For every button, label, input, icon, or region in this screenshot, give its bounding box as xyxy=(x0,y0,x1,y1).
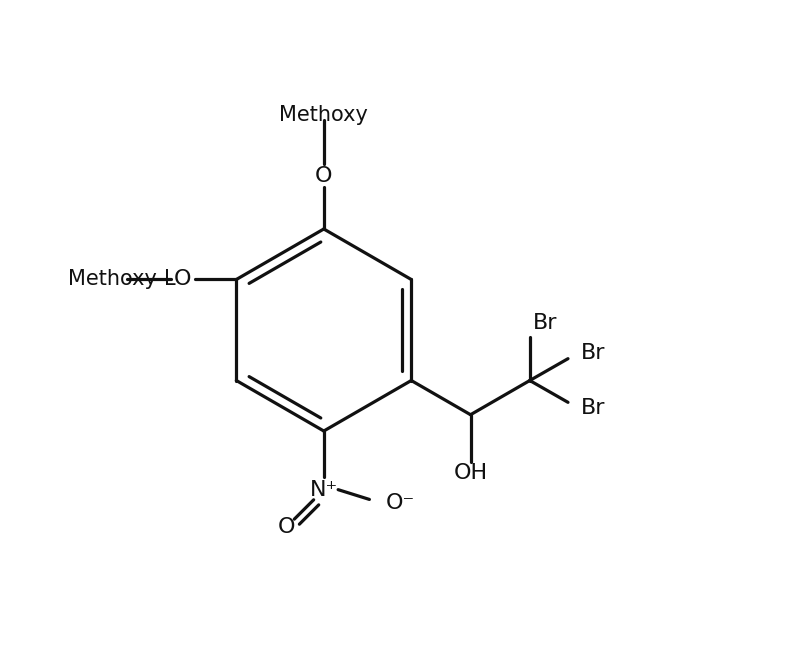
Text: Methoxy-L: Methoxy-L xyxy=(68,269,176,290)
Text: O: O xyxy=(174,269,191,290)
Text: O: O xyxy=(277,517,295,537)
Text: Br: Br xyxy=(532,312,556,333)
Text: Br: Br xyxy=(581,343,605,363)
Text: Methoxy: Methoxy xyxy=(279,105,368,125)
Text: O: O xyxy=(315,166,332,185)
Text: N⁺: N⁺ xyxy=(309,480,337,500)
Text: O⁻: O⁻ xyxy=(385,493,414,513)
Text: OH: OH xyxy=(453,463,487,483)
Text: Br: Br xyxy=(581,398,605,418)
